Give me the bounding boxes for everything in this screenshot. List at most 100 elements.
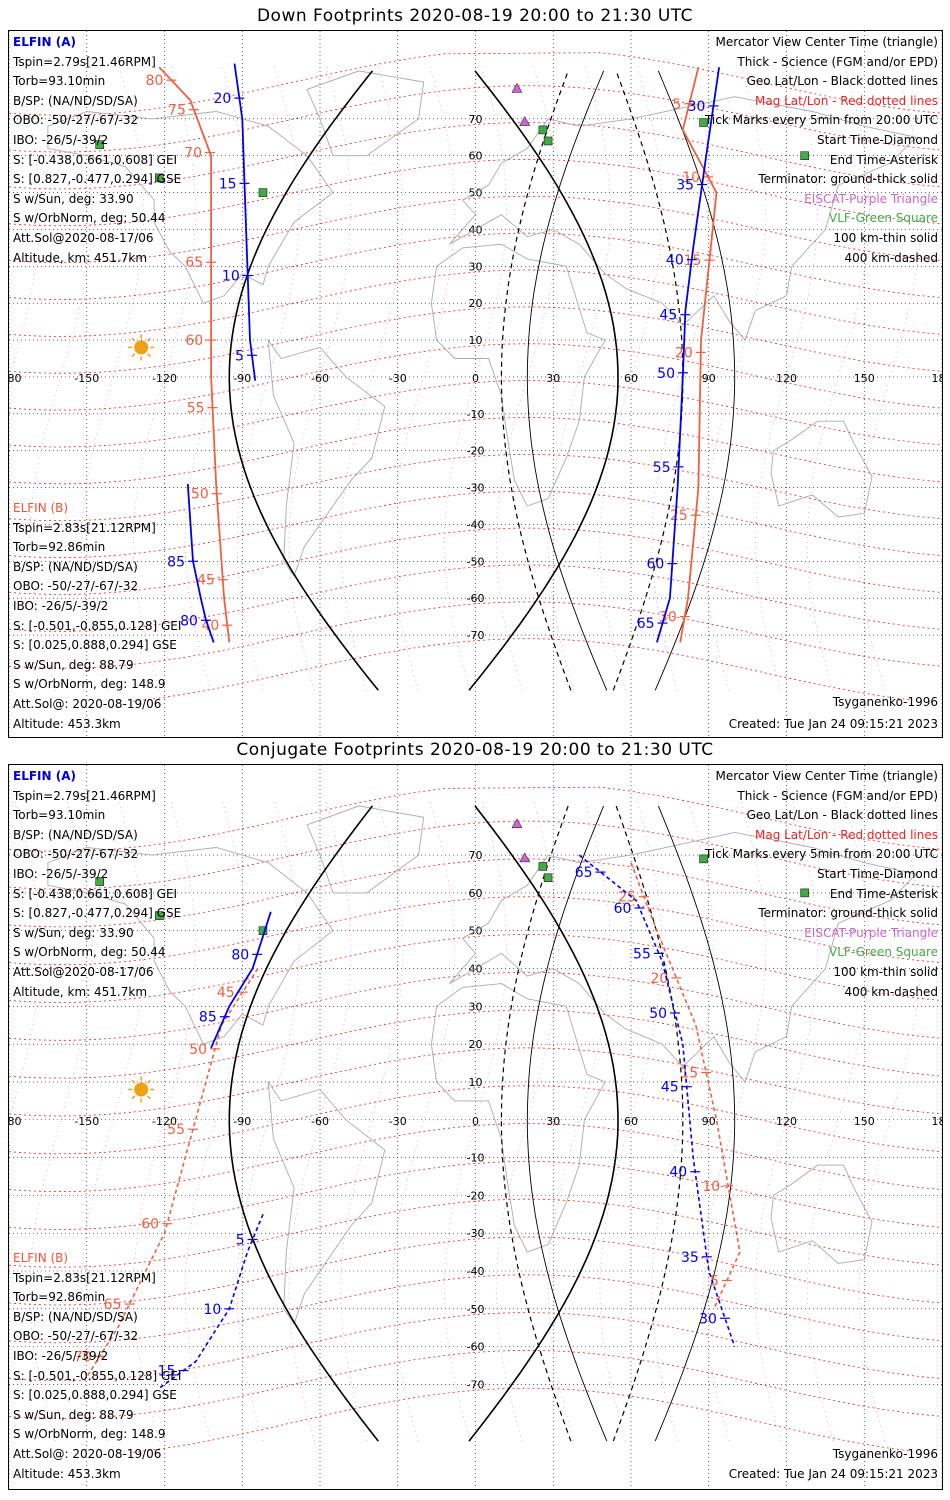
- track-b-red-tick-label: 75: [168, 103, 186, 119]
- sun-icon: [134, 340, 149, 355]
- track-b-red-tick-label: 55: [167, 1122, 185, 1138]
- info-line: B/SP: (NA/ND/SD/SA): [13, 93, 138, 108]
- lat-tick-label: -40: [467, 1265, 485, 1278]
- mag-parallel: [9, 1161, 942, 1230]
- info-line: IBO: -26/5/-39/2: [13, 132, 109, 147]
- legend-item: End Time-Asterisk: [829, 886, 938, 901]
- sun-icon: [134, 1082, 149, 1097]
- sun-ray: [147, 353, 151, 358]
- mag-parallel: [9, 490, 942, 559]
- legend-item: Mag Lat/Lon - Red dotted lines: [754, 93, 938, 108]
- track-b-red-tick-label: 70: [74, 1349, 92, 1365]
- info-line: B/SP: (NA/ND/SD/SA): [13, 1309, 138, 1324]
- mag-parallel: [9, 158, 942, 227]
- info-line: S: [-0.438,0.661,0.608] GEI: [13, 886, 178, 901]
- track-b-red-east-tick-label: 15: [680, 1065, 698, 1081]
- map-panel-down[interactable]: -180-150-120-90-60-300306090120150180706…: [8, 30, 943, 738]
- lon-tick-label: -30: [389, 372, 407, 385]
- track-a-blue-tick-label: 15: [158, 1364, 176, 1380]
- lat-tick-label: 20: [469, 1038, 483, 1051]
- probe-b-name: ELFIN (B): [13, 501, 69, 515]
- legend-item: Mag Lat/Lon - Red dotted lines: [754, 827, 938, 842]
- mag-parallel: [9, 820, 942, 890]
- map-panel-conjugate[interactable]: -180 -150 -120 -90 -60 -30 0 30 60 90 120 150 180 70 6…: [8, 764, 943, 1490]
- info-line: S w/Sun, deg: 88.79: [13, 1407, 134, 1422]
- lon-tick-label: -60: [311, 372, 329, 385]
- legend-item: Tick Marks every 5min from 20:00 UTC: [704, 113, 938, 128]
- vlf-square-icon: [699, 118, 708, 127]
- track-a-blue-tick-label: 15: [219, 176, 237, 192]
- probe-b-name: ELFIN (B): [13, 1251, 69, 1265]
- track-b-red-tick-label: 50: [191, 487, 209, 503]
- track-a-blue-east-tick-label: 65: [575, 865, 593, 881]
- mag-parallel: [9, 1009, 942, 1079]
- track-a-blue-east-tick-label: 65: [637, 616, 655, 632]
- info-line: Torb=93.10min: [13, 74, 106, 89]
- mag-parallel: [9, 306, 942, 374]
- track-a-blue-east: [578, 854, 736, 1347]
- legend-item: VLF-Green Square: [829, 945, 938, 960]
- terminator-curve: [228, 70, 379, 691]
- probe-a-name: ELFIN (A): [13, 769, 76, 783]
- mag-parallel: [9, 564, 942, 632]
- lon-tick-label: -90: [233, 1115, 251, 1128]
- terminator-curve: [654, 70, 736, 691]
- sun-ray: [131, 1095, 136, 1100]
- lon-tick-label: -90: [233, 372, 251, 385]
- info-line: S w/OrbNorm, deg: 148.9: [13, 1427, 166, 1442]
- track-b-red-tick-label: 80: [146, 73, 164, 89]
- lon-tick-label: 150: [854, 1115, 875, 1128]
- vlf-square-icon: [258, 188, 268, 197]
- track-a-blue-east-tick-label: 55: [653, 460, 671, 476]
- lat-tick-label: -40: [467, 518, 485, 531]
- legend-item: EISCAT-Purple Triangle: [804, 191, 938, 206]
- mag-parallel: [9, 269, 942, 337]
- legend-conjugate: Mercator View Center Time (triangle) Thi…: [705, 767, 938, 1002]
- mag-parallel: [9, 232, 942, 300]
- terminator-curve: [500, 70, 572, 691]
- info-line: S: [0.025,0.888,0.294] GSE: [13, 638, 177, 653]
- info-line: S w/OrbNorm, deg: 148.9: [13, 677, 166, 692]
- track-a-blue-tick-label: 5: [236, 1232, 245, 1248]
- track-a-blue-east-tick-label: 60: [614, 901, 632, 917]
- mag-parallel: [9, 122, 942, 190]
- coastline: [430, 243, 606, 507]
- track-a-blue-south-tick-label: 80: [180, 613, 198, 629]
- track-b-red-east-tick-label: 25: [618, 890, 636, 906]
- info-line: Att.Sol@: 2020-08-19/06: [13, 1446, 162, 1461]
- mag-parallel: [9, 380, 942, 448]
- track-b-red-tick-label: 55: [187, 401, 205, 417]
- lat-tick-label: 30: [469, 260, 483, 273]
- lon-tick-label: -180: [9, 1115, 21, 1128]
- eiscat-triangle-icon: [519, 116, 531, 126]
- lon-tick-label: -60: [311, 1115, 329, 1128]
- mag-meridian: [81, 798, 145, 1442]
- mag-parallel: [9, 1274, 942, 1344]
- track-a-blue-east-tick-label: 50: [649, 1006, 667, 1022]
- lon-tick-label: 30: [546, 372, 560, 385]
- lon-tick-label: 90: [702, 372, 716, 385]
- mag-meridian: [132, 798, 197, 1442]
- track-b-red-east-tick-label: 10: [682, 170, 700, 186]
- lon-tick-label: 120: [776, 1115, 797, 1128]
- track-b-red-east: [679, 66, 718, 643]
- lon-tick-label: 0: [472, 372, 479, 385]
- lat-tick-label: -20: [467, 445, 485, 458]
- info-line: Altitude: 453.3km: [13, 716, 121, 731]
- mag-meridian: [9, 798, 41, 1122]
- legend-item: Thick - Science (FGM and/or EPD): [737, 788, 938, 803]
- coastline: [267, 1080, 386, 1325]
- lat-tick-label: -50: [467, 1303, 485, 1316]
- track-a-blue-science-tick-label: 80: [231, 947, 249, 963]
- map-canvas-conjugate[interactable]: -180 -150 -120 -90 -60 -30 0 30 60 90 120 150 180 70 6…: [9, 765, 942, 1489]
- lon-tick-label: 60: [624, 1115, 638, 1128]
- mag-meridian: [443, 798, 508, 1442]
- lat-tick-label: 70: [469, 113, 483, 126]
- vlf-square-icon: [155, 173, 164, 183]
- terminator-curve: [654, 805, 736, 1442]
- mag-meridian: [806, 798, 870, 1442]
- lat-tick-label: -60: [467, 1341, 485, 1354]
- legend-item: VLF-Green Square: [829, 211, 938, 226]
- lon-tick-label: 150: [854, 372, 875, 385]
- map-canvas-down[interactable]: -180-150-120-90-60-300306090120150180706…: [9, 31, 942, 737]
